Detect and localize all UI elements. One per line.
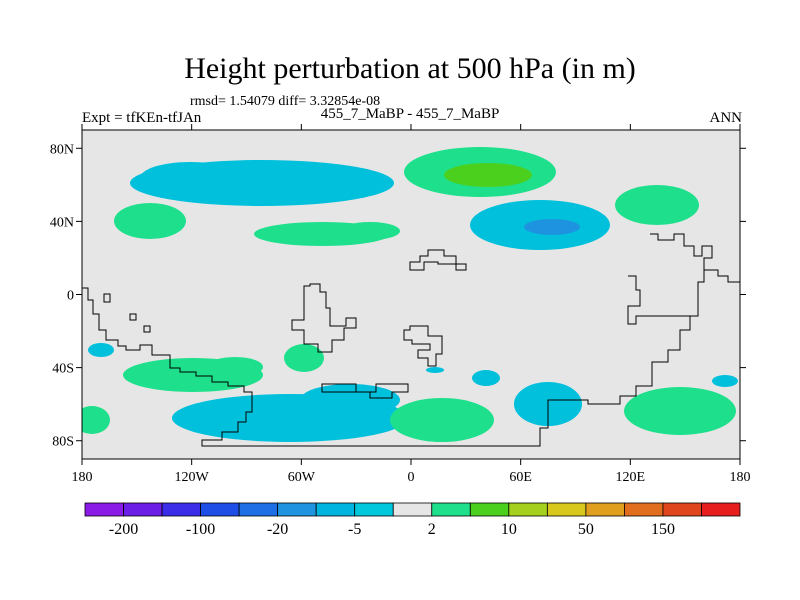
coastline-asia <box>650 233 740 283</box>
colorbar-swatch <box>585 502 625 517</box>
colorbar-label: 150 <box>651 521 675 538</box>
latitude-axis: 80N 40N 0 40S 80S <box>50 142 746 450</box>
coastline-australia-east <box>690 270 705 317</box>
cyan-anomaly-small-1 <box>88 343 114 357</box>
contour-layer <box>82 147 740 447</box>
green-anomaly-andes <box>284 344 324 372</box>
colorbar-swatch <box>508 502 548 517</box>
colorbar-label: -5 <box>348 521 361 538</box>
green-anomaly-southern-ocean-west <box>82 406 110 434</box>
colorbar-swatch <box>546 502 587 517</box>
colorbar-label: -200 <box>109 521 138 538</box>
cyan-anomaly-south-pacific-east <box>300 384 400 416</box>
lat-tick-label: 40S <box>52 362 74 377</box>
cyan-anomaly-north-pacific-west <box>140 162 240 194</box>
cyan-anomaly-small-2 <box>472 370 500 386</box>
green-anomaly-north-pacific-east-b <box>340 222 400 240</box>
colorbar-swatch <box>701 502 741 517</box>
stats-label: rmsd= 1.54079 diff= 3.32854e-08 <box>190 94 381 109</box>
coastline-indo-australia <box>627 275 691 376</box>
coastline-mediterranean <box>409 249 467 271</box>
colorbar-swatch <box>624 502 664 517</box>
green-anomaly-south-pacific-b <box>207 357 263 377</box>
colorbar-swatch <box>315 502 356 517</box>
lon-tick-label: 60E <box>509 470 532 485</box>
colorbar-label: 50 <box>578 521 594 538</box>
lon-tick-label: 120W <box>175 470 210 485</box>
colorbar-swatch <box>277 502 317 517</box>
lon-tick-label: 120E <box>616 470 646 485</box>
colorbar-labels: -200 -100 -20 -5 2 10 50 150 <box>109 521 675 538</box>
colorbar-swatch <box>238 502 279 517</box>
experiment-label: Expt = tfKEn-tfJAn <box>82 110 202 126</box>
bright-green-anomaly-arctic-core <box>444 163 532 187</box>
blue-anomaly-asia-core <box>524 219 580 235</box>
green-anomaly-east-asia <box>615 185 699 225</box>
green-anomaly-southern-ocean-east <box>624 387 736 435</box>
colorbar-swatch <box>392 502 433 517</box>
colorbar-swatch <box>431 502 471 517</box>
coastline-antarctica <box>290 376 653 447</box>
green-anomaly-north-pacific-west <box>114 203 186 239</box>
lon-tick-label: 180 <box>72 470 93 485</box>
colorbar-label: 2 <box>428 521 436 538</box>
colorbar-swatch <box>662 502 702 517</box>
green-anomaly-south-atlantic <box>390 398 494 442</box>
longitude-axis: 180 120W 60W 0 60E 120E 180 <box>72 124 751 485</box>
colorbar-swatch <box>84 502 124 517</box>
page-title: Height perturbation at 500 hPa (in m) <box>184 52 636 85</box>
lon-tick-label: 60W <box>288 470 316 485</box>
colorbar-swatch <box>469 502 510 517</box>
colorbar-swatch <box>123 502 163 517</box>
colorbar <box>84 502 741 517</box>
lat-tick-label: 80S <box>52 435 74 450</box>
colorbar-swatch <box>161 502 201 517</box>
coastline-antarctic-peninsula <box>321 383 409 399</box>
lon-tick-label: 0 <box>408 470 415 485</box>
cyan-anomaly-small-4 <box>426 367 444 373</box>
coastline-africa <box>403 325 443 367</box>
colorbar-label: -100 <box>186 521 215 538</box>
coastline-layer <box>82 233 740 447</box>
colorbar-label: 10 <box>501 521 517 538</box>
lat-tick-label: 40N <box>50 215 74 230</box>
colorbar-swatch <box>200 502 240 517</box>
period-label: 455_7_MaBP - 455_7_MaBP <box>320 106 500 122</box>
season-label: ANN <box>709 110 743 126</box>
lat-tick-label: 0 <box>67 289 74 304</box>
coastline-west-pacific <box>82 287 290 447</box>
lat-tick-label: 80N <box>50 142 74 157</box>
coastline-small-islands <box>103 293 151 333</box>
cyan-anomaly-small-3 <box>712 375 738 387</box>
colorbar-label: -20 <box>267 521 288 538</box>
colorbar-swatch <box>354 502 394 517</box>
coastline-south-america <box>291 283 357 353</box>
lon-tick-label: 180 <box>730 470 751 485</box>
